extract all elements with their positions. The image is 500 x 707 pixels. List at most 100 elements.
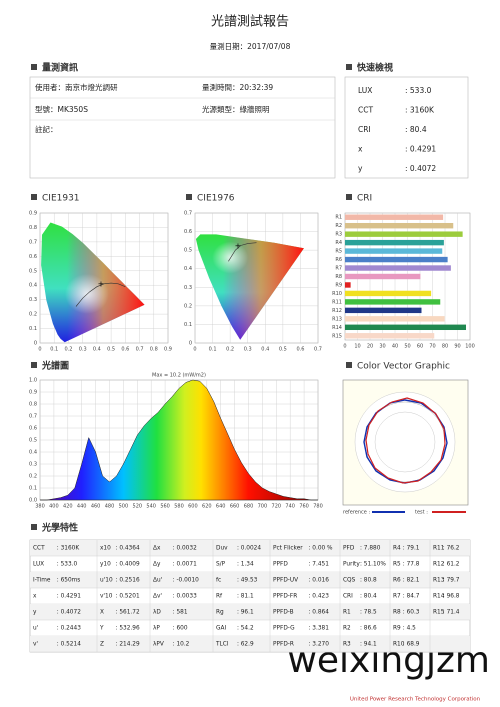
bullet xyxy=(346,194,352,200)
cell-value: : 0.0024 xyxy=(237,546,261,552)
company: United Power Research Technology Corpora… xyxy=(350,697,481,703)
cell-label: GAI xyxy=(216,626,226,632)
bar xyxy=(345,265,451,271)
cell-label: Rg xyxy=(216,610,224,616)
x-tick-label: 560 xyxy=(160,504,170,510)
cell-label: R10 xyxy=(393,642,405,648)
quick-label: x xyxy=(358,145,363,154)
max-label: Max = 10.2 (mW/m2) xyxy=(152,373,206,379)
bar xyxy=(345,214,444,220)
cell-label: y10 xyxy=(100,562,111,568)
section-heading: CIE1931 xyxy=(42,194,80,204)
vector-graphic xyxy=(354,391,456,493)
cell-label: y xyxy=(33,610,37,616)
bar xyxy=(345,299,441,305)
section-heading: 量測資訊 xyxy=(42,62,78,74)
cell-label: PFD xyxy=(343,546,355,552)
title: 光譜測試報告 xyxy=(211,14,289,30)
cell-label: R12 xyxy=(433,562,445,568)
bar xyxy=(345,231,463,237)
cell-label: R2 xyxy=(343,626,351,632)
x-tick-label: 780 xyxy=(313,504,323,510)
cell-value: : 62.9 xyxy=(237,642,254,648)
y-tick-label: R4 xyxy=(335,240,342,246)
x-tick-label: 600 xyxy=(188,504,198,510)
y-tick-label: R3 xyxy=(335,232,342,238)
cell-label: S/P xyxy=(216,562,226,568)
cell-value: : 0.2516 xyxy=(116,578,140,584)
x-tick-label: 0.1 xyxy=(50,347,58,353)
cell-label: CRI xyxy=(343,594,353,600)
quick-box xyxy=(344,76,469,179)
x-tick-label: 0 xyxy=(38,347,41,353)
cell-value: : 561.72 xyxy=(116,610,140,616)
section-heading: 快速檢視 xyxy=(357,62,393,74)
cell-label: x xyxy=(33,594,37,600)
y-tick-label: 0.9 xyxy=(29,211,37,217)
bar xyxy=(345,239,444,246)
x-tick-label: 0.8 xyxy=(150,347,158,353)
cell-label: v' xyxy=(33,642,38,648)
cell-value: : 82.1 xyxy=(403,578,420,584)
bullet xyxy=(31,362,37,368)
x-tick-label: 440 xyxy=(77,504,87,510)
cell-value: : 0.5201 xyxy=(116,594,140,600)
x-tick-label: 0.1 xyxy=(209,347,217,353)
cell-value: : 86.6 xyxy=(360,626,377,632)
y-tick-label: 0 xyxy=(189,341,192,347)
cell-label: R7 xyxy=(393,594,401,600)
x-tick-label: 60 xyxy=(417,344,423,350)
cell-label: v'10 xyxy=(100,594,113,600)
y-tick-label: R7 xyxy=(335,266,342,272)
bullet xyxy=(31,64,37,70)
legend-label: test : xyxy=(415,510,428,516)
quick-value: : 533.0 xyxy=(405,86,432,95)
bar xyxy=(345,256,448,263)
x-tick-label: 520 xyxy=(133,504,143,510)
y-tick-label: 0.8 xyxy=(29,225,37,231)
cell-label: PPFD-G xyxy=(273,626,295,632)
cell-value: : 0.00 % xyxy=(309,546,334,552)
cell-label: Duv xyxy=(216,546,228,552)
table xyxy=(29,539,471,653)
y-tick-label: R14 xyxy=(332,325,342,331)
bar xyxy=(345,222,454,229)
bullet xyxy=(186,194,192,200)
cell-value: : 96.8 xyxy=(443,594,460,600)
cell-value: : 3.381 xyxy=(309,626,330,632)
x-tick-label: 540 xyxy=(146,504,156,510)
x-tick-label: 0.4 xyxy=(93,347,101,353)
y-tick-label: 1.0 xyxy=(29,378,37,384)
cell-value: : 49.53 xyxy=(237,578,258,584)
cell-label: PPFD xyxy=(273,562,288,568)
y-tick-label: 0.0 xyxy=(29,498,37,504)
cell-value: : 76.2 xyxy=(443,546,460,552)
quick-value: : 0.4291 xyxy=(405,145,436,154)
cell-label: Z xyxy=(100,642,104,648)
cell-label: PPFD-B xyxy=(273,610,294,616)
cell-value: : 0.423 xyxy=(309,594,330,600)
y-tick-label: 0.9 xyxy=(29,390,37,396)
bar xyxy=(345,273,421,280)
x-tick-label: 0.7 xyxy=(136,347,144,353)
cell-value: : 0.016 xyxy=(309,578,330,584)
cell-label: PPFD-FR xyxy=(273,594,297,600)
cell-label: Δu' xyxy=(153,578,163,584)
y-tick-label: 0.6 xyxy=(29,426,37,432)
x-tick-label: 580 xyxy=(174,504,184,510)
cell-label: fc xyxy=(216,578,221,584)
x-tick-label: 0.4 xyxy=(261,347,269,353)
x-tick-label: 380 xyxy=(35,504,45,510)
y-tick-label: 0.7 xyxy=(29,239,37,245)
cell-label: R14 xyxy=(433,594,445,600)
cell-label: CCT xyxy=(33,546,45,552)
planck-locus xyxy=(228,242,257,262)
x-tick-label: 420 xyxy=(63,504,73,510)
bar xyxy=(345,282,351,288)
cell-value: : 0.5214 xyxy=(57,642,81,648)
y-tick-label: 0.2 xyxy=(29,312,37,318)
cell-value: : 61.2 xyxy=(443,562,460,568)
cell-label: TLCI xyxy=(215,642,229,648)
x-tick-label: 0.6 xyxy=(121,347,129,353)
